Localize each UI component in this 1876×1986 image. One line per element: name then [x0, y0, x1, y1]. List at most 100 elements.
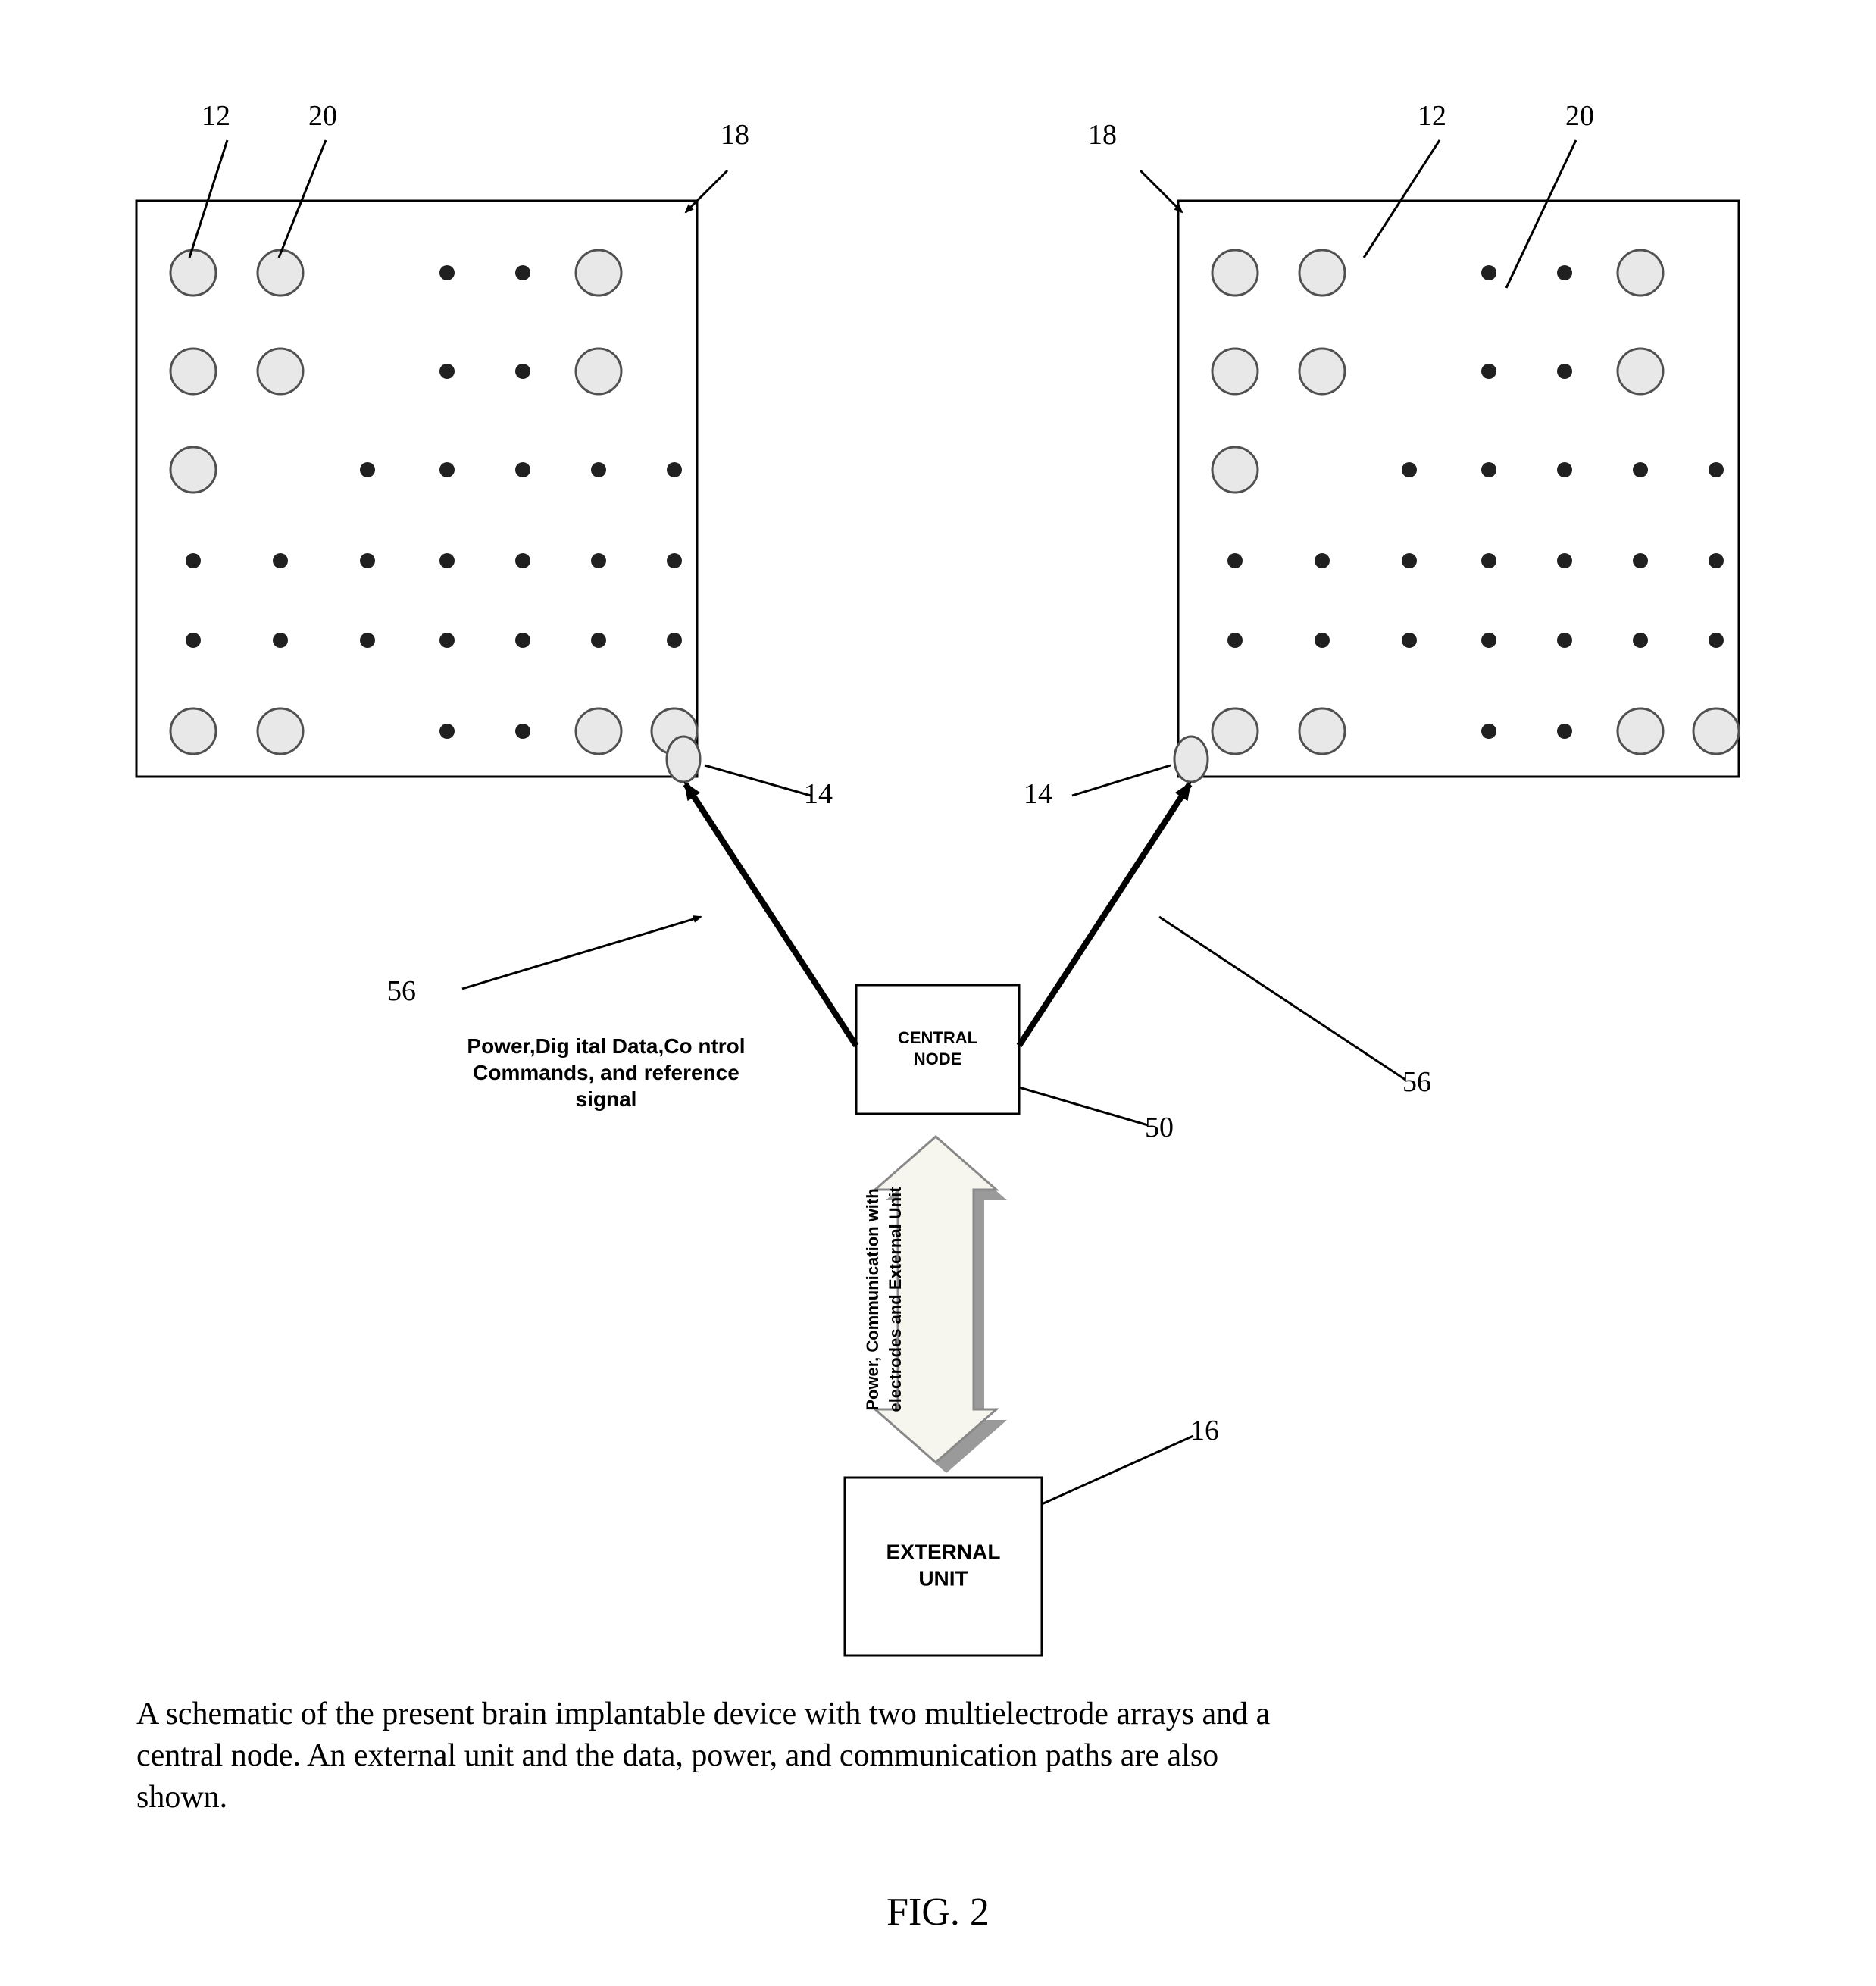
electrode-small — [1402, 553, 1417, 568]
electrode-small — [1315, 553, 1330, 568]
electrode-array-right — [1178, 201, 1739, 777]
electrode-large — [1618, 708, 1663, 754]
caption-line-2: central node. An external unit and the d… — [136, 1738, 1218, 1773]
electrode-small — [186, 553, 201, 568]
electrode-small — [360, 553, 375, 568]
leader-line — [705, 765, 811, 796]
leader-arrow — [686, 170, 727, 212]
electrode-small — [1481, 265, 1496, 280]
electrode-large — [576, 708, 621, 754]
electrode-small — [591, 553, 606, 568]
figure-label: FIG. 2 — [886, 1891, 990, 1934]
electrode-array-left — [136, 201, 697, 777]
electrode-small — [1709, 553, 1724, 568]
electrode-small — [515, 462, 530, 477]
wire-left — [686, 784, 856, 1046]
electrode-large — [576, 250, 621, 296]
electrode-large — [1212, 447, 1258, 493]
big-arrow-caption: Power, Communication withelectrodes and … — [863, 1187, 905, 1412]
ref-12: 12 — [202, 100, 230, 132]
electrode-large — [170, 250, 216, 296]
ref-12: 12 — [1418, 100, 1446, 132]
wire-caption-1: Power,Dig ital Data,Co ntrol — [467, 1034, 745, 1058]
electrode-small — [515, 265, 530, 280]
wire-caption-2: Commands, and reference — [473, 1061, 739, 1084]
electrode-large — [1212, 250, 1258, 296]
electrode-small — [1633, 633, 1648, 648]
electrode-small — [515, 633, 530, 648]
electrode-large — [170, 447, 216, 493]
ref-56: 56 — [387, 975, 416, 1007]
wire-caption-3: signal — [576, 1087, 637, 1111]
electrode-small — [667, 633, 682, 648]
ref-56: 56 — [1402, 1066, 1431, 1098]
ref-18: 18 — [721, 119, 749, 151]
electrode-small — [1633, 462, 1648, 477]
electrode-small — [273, 553, 288, 568]
electrode-large — [1299, 250, 1345, 296]
electrode-small — [439, 462, 455, 477]
electrode-small — [186, 633, 201, 648]
central-node-label-1: CENTRAL — [898, 1028, 977, 1047]
electrode-small — [591, 633, 606, 648]
electrode-small — [360, 633, 375, 648]
electrode-small — [591, 462, 606, 477]
electrode-small — [1315, 633, 1330, 648]
electrode-small — [360, 462, 375, 477]
leader-arrow — [462, 917, 701, 989]
electrode-large — [1212, 349, 1258, 394]
electrode-small — [1227, 553, 1243, 568]
electrode-small — [667, 462, 682, 477]
electrode-small — [439, 724, 455, 739]
electrode-small — [1481, 462, 1496, 477]
leader-line — [1159, 917, 1405, 1080]
external-unit-label-1: EXTERNAL — [886, 1540, 1001, 1564]
electrode-small — [1481, 633, 1496, 648]
electrode-large — [576, 349, 621, 394]
electrode-small — [1557, 364, 1572, 379]
electrode-small — [439, 364, 455, 379]
ref-18: 18 — [1088, 119, 1117, 151]
central-node-label-2: NODE — [914, 1049, 962, 1068]
electrode-small — [1481, 724, 1496, 739]
electrode-small — [1557, 462, 1572, 477]
external-unit-label-2: UNIT — [918, 1567, 968, 1590]
electrode-small — [439, 553, 455, 568]
electrode-small — [1557, 633, 1572, 648]
electrode-small — [439, 633, 455, 648]
electrode-small — [1557, 553, 1572, 568]
leader-line — [1042, 1436, 1193, 1504]
electrode-large — [258, 708, 303, 754]
contact-pad-left — [667, 737, 700, 782]
leader-arrow — [1140, 170, 1182, 212]
electrode-small — [1227, 633, 1243, 648]
electrode-large — [170, 708, 216, 754]
electrode-small — [1481, 364, 1496, 379]
electrode-small — [1557, 724, 1572, 739]
electrode-small — [1557, 265, 1572, 280]
leader-line — [1072, 765, 1171, 796]
electrode-large — [1212, 708, 1258, 754]
electrode-small — [515, 364, 530, 379]
electrode-large — [1299, 708, 1345, 754]
electrode-small — [1402, 633, 1417, 648]
electrode-small — [273, 633, 288, 648]
ref-16: 16 — [1190, 1415, 1219, 1446]
ref-14: 14 — [804, 778, 833, 810]
electrode-small — [1402, 462, 1417, 477]
caption-line-1: A schematic of the present brain implant… — [136, 1697, 1271, 1731]
electrode-large — [1299, 349, 1345, 394]
electrode-large — [1618, 349, 1663, 394]
ref-20: 20 — [1565, 100, 1594, 132]
ref-14: 14 — [1024, 778, 1052, 810]
ref-50: 50 — [1145, 1112, 1174, 1143]
contact-pad-right — [1174, 737, 1208, 782]
electrode-large — [170, 349, 216, 394]
electrode-small — [667, 553, 682, 568]
svg-text:electrodes and External Unit: electrodes and External Unit — [886, 1187, 905, 1412]
leader-line — [1019, 1087, 1148, 1125]
electrode-small — [1709, 462, 1724, 477]
electrode-small — [515, 724, 530, 739]
electrode-small — [439, 265, 455, 280]
electrode-small — [515, 553, 530, 568]
